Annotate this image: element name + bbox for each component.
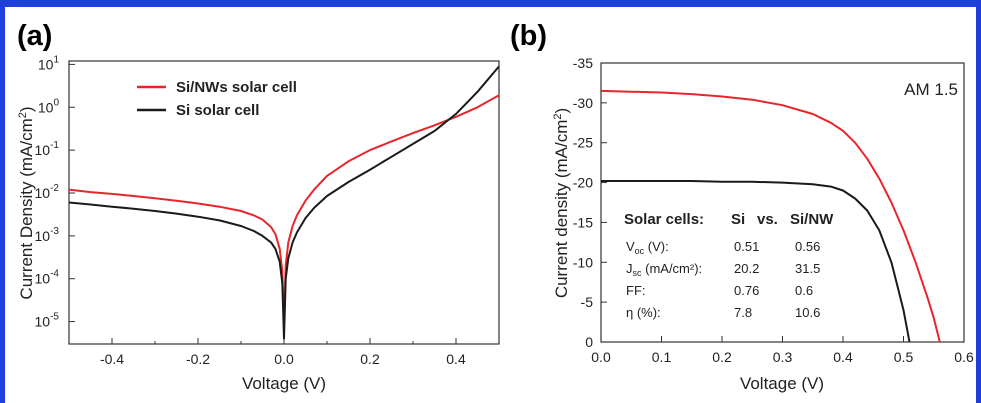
chart-b-ytick-label: -5 xyxy=(581,294,594,310)
table-header-si: Si xyxy=(731,211,745,228)
chart-a-ylabel-sup: 2 xyxy=(17,112,29,118)
chart-a-xlabel: Voltage (V) xyxy=(242,374,326,393)
chart-b-series xyxy=(600,89,941,343)
chart-a-ytick-base: 10 xyxy=(35,185,51,201)
panel-a-letter: (a) xyxy=(17,20,52,52)
chart-a-ytick-label: 10-4 xyxy=(35,269,60,287)
table-row-ff-label: FF: xyxy=(626,283,646,298)
chart-a-ytick-label: 100 xyxy=(38,97,60,115)
chart-a-ytick-base: 10 xyxy=(35,142,51,158)
chart-a-ytick-base: 10 xyxy=(38,56,54,72)
table-row-eta-label: η (%): xyxy=(626,305,661,320)
chart-b-xtick-label: 0.5 xyxy=(894,349,914,365)
chart-a-ylabel-main: Current Density (mA/cm xyxy=(17,118,36,299)
chart-a-ytick-exp: -5 xyxy=(50,312,59,323)
table-header-vs: vs. xyxy=(757,211,778,228)
table-row-voc-label: Voc (V): xyxy=(626,239,669,256)
table-header-si-nw: Si/NW xyxy=(790,211,834,228)
chart-b-ytick-label: -15 xyxy=(573,214,593,230)
figure-panel: (a) -0.4 -0.2 0.0 0.2 0.4 101 100 10-1 10-2 10-3… xyxy=(5,7,976,403)
chart-a-ytick-label: 10-5 xyxy=(35,312,60,330)
chart-a-ytick-base: 10 xyxy=(35,271,51,287)
table-row-voc-label-end: (V): xyxy=(644,239,669,254)
chart-b-xlabel: Voltage (V) xyxy=(740,374,824,393)
chart-a-ytick-exp: -4 xyxy=(50,269,59,280)
table-row-eta-si: 7.8 xyxy=(734,305,752,320)
table-row-jsc-sinw: 31.5 xyxy=(795,261,820,276)
chart-b-ytick-label: -35 xyxy=(573,55,593,71)
chart-b-xtick-label: 0.1 xyxy=(652,349,672,365)
chart-a-series xyxy=(68,65,500,340)
table-row-jsc-label-sub: sc xyxy=(633,268,643,278)
chart-a-ytick-exp: 0 xyxy=(53,97,59,108)
chart-b-series-si xyxy=(601,180,911,343)
table-row-voc-sinw: 0.56 xyxy=(795,239,820,254)
chart-a-ytick-base: 10 xyxy=(35,314,51,330)
chart-a-ytick-exp: -3 xyxy=(50,226,59,237)
chart-a-xtick-label: -0.2 xyxy=(186,351,210,367)
chart-a-xtick-label: -0.4 xyxy=(100,351,124,367)
table-row-jsc-label: Jsc (mA/cm²): xyxy=(626,261,702,278)
chart-a-xtick-label: 0.2 xyxy=(360,351,380,367)
chart-a-ytick-exp: 1 xyxy=(53,54,59,65)
chart-a-ytick-label: 10-2 xyxy=(35,183,60,201)
panel-b-letter: (b) xyxy=(510,20,547,52)
chart-b-xtick-label: 0.3 xyxy=(773,349,793,365)
chart-b-ytick-label: -25 xyxy=(573,135,593,151)
chart-b-xtick-label: 0.2 xyxy=(712,349,732,365)
table-row-jsc-si: 20.2 xyxy=(734,261,759,276)
chart-a-xticks: -0.4 -0.2 0.0 0.2 0.4 xyxy=(68,338,500,367)
chart-a-ytick-base: 10 xyxy=(38,99,54,115)
table-row-jsc-label-main: J xyxy=(626,261,633,276)
figure-svg: (a) -0.4 -0.2 0.0 0.2 0.4 10110010-110-210-3… xyxy=(17,20,974,393)
chart-b-ytick-label: 0 xyxy=(585,334,593,350)
table-row-ff-sinw: 0.6 xyxy=(795,283,813,298)
chart-a-ylabel-end: ) xyxy=(17,106,36,112)
chart-b-series-si-nw xyxy=(600,89,941,343)
chart-a-series-si-solar-cell xyxy=(68,65,500,340)
chart-b-annotation: AM 1.5 xyxy=(904,80,958,99)
table-row-voc-si: 0.51 xyxy=(734,239,759,254)
chart-a-xtick-label: 0.0 xyxy=(274,351,294,367)
table-row-eta-sinw: 10.6 xyxy=(795,305,820,320)
chart-b-ylabel-end: ) xyxy=(552,108,571,114)
chart-a-ytick-label: 10-1 xyxy=(35,140,60,158)
chart-a-ytick-base: 10 xyxy=(35,228,51,244)
chart-b-xticks: 0.0 0.1 0.2 0.3 0.4 0.5 0.6 xyxy=(591,336,974,365)
chart-b-ytick-label: -30 xyxy=(573,95,593,111)
chart-a-ytick-label: 101 xyxy=(38,54,60,72)
chart-a: -0.4 -0.2 0.0 0.2 0.4 10110010-110-210-310-4… xyxy=(17,54,500,393)
legend-label-si: Si solar cell xyxy=(176,102,259,119)
chart-b-xtick-label: 0.4 xyxy=(833,349,853,365)
chart-a-ytick-exp: -2 xyxy=(50,183,59,194)
table-row-voc-label-sub: oc xyxy=(635,246,645,256)
chart-b-parameter-table: Solar cells: Si vs. Si/NW Voc (V): 0.51 … xyxy=(624,211,834,320)
table-row-jsc-label-end: (mA/cm²): xyxy=(642,261,703,276)
chart-b: 0.0 0.1 0.2 0.3 0.4 0.5 0.6 -35 -30 -25 -20 -15 -10… xyxy=(552,55,974,393)
chart-a-ytick-label: 10-3 xyxy=(35,226,60,244)
chart-b-xtick-label: 0.6 xyxy=(954,349,974,365)
table-header-solar-cells: Solar cells: xyxy=(624,211,704,228)
chart-a-xtick-label: 0.4 xyxy=(446,351,466,367)
chart-a-legend: Si/NWs solar cell Si solar cell xyxy=(137,79,297,119)
chart-b-ytick-label: -20 xyxy=(573,175,593,191)
chart-a-ytick-exp: -1 xyxy=(50,140,59,151)
chart-b-yticks: -35 -30 -25 -20 -15 -10 -5 0 xyxy=(573,55,607,350)
legend-label-si-nws: Si/NWs solar cell xyxy=(176,79,297,96)
chart-b-ylabel: Current density (mA/cm2) xyxy=(552,108,571,298)
chart-a-ylabel: Current Density (mA/cm2) xyxy=(17,106,36,299)
chart-b-ytick-label: -10 xyxy=(573,254,593,270)
chart-b-xtick-label: 0.0 xyxy=(591,349,611,365)
chart-b-ylabel-sup: 2 xyxy=(552,114,564,120)
table-row-ff-si: 0.76 xyxy=(734,283,759,298)
table-row-voc-label-main: V xyxy=(626,239,635,254)
chart-b-ylabel-main: Current density (mA/cm xyxy=(552,120,571,299)
